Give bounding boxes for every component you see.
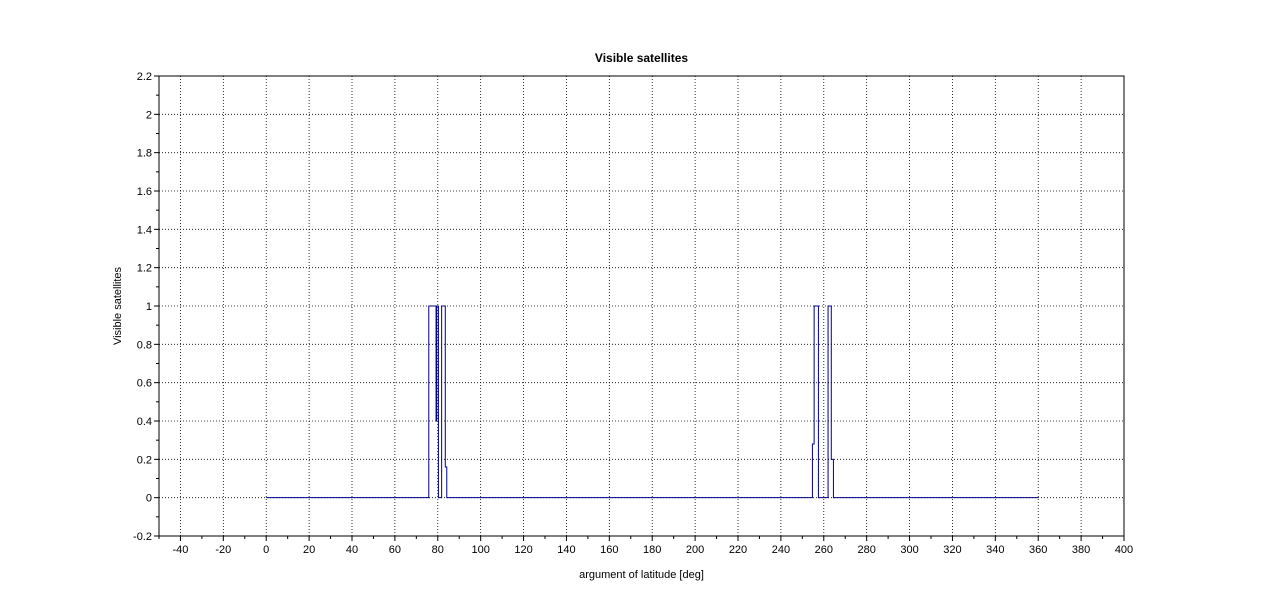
x-tick-label: 300 xyxy=(900,544,918,556)
x-tick-label: 380 xyxy=(1072,544,1090,556)
chart-title: Visible satellites xyxy=(595,51,688,65)
y-axis-label: Visible satellites xyxy=(112,266,124,345)
y-tick-label: 0.2 xyxy=(137,454,152,466)
y-tick-label: 1.6 xyxy=(137,186,152,198)
x-tick-label: 340 xyxy=(986,544,1004,556)
y-tick-label: 1.4 xyxy=(137,224,152,236)
x-tick-label: 220 xyxy=(729,544,747,556)
x-tick-label: 140 xyxy=(557,544,575,556)
x-axis-label: argument of latitude [deg] xyxy=(579,569,704,581)
series-line xyxy=(266,305,1039,499)
x-tick-label: 20 xyxy=(303,544,315,556)
x-tick-label: 240 xyxy=(772,544,790,556)
x-tick-label: 80 xyxy=(432,544,444,556)
x-tick-label: 260 xyxy=(815,544,833,556)
y-tick-label: 2.2 xyxy=(137,71,152,83)
x-tick-label: 400 xyxy=(1115,544,1133,556)
y-tick-label: 1.2 xyxy=(137,263,152,275)
y-tick-label: -0.2 xyxy=(133,531,152,543)
x-tick-label: 280 xyxy=(857,544,875,556)
y-tick-label: 0.8 xyxy=(137,339,152,351)
x-tick-label: 60 xyxy=(389,544,401,556)
tick-layer: -40 -20 0 20 40 60 80 100 120 140 160 180 200 220 240 2… xyxy=(133,71,1133,556)
y-tick-label: 0 xyxy=(146,493,152,505)
y-tick-label: 0.6 xyxy=(137,378,152,390)
x-tick-label: 200 xyxy=(686,544,704,556)
x-tick-label: -40 xyxy=(172,544,188,556)
x-tick-label: 40 xyxy=(346,544,358,556)
y-tick-label: 2 xyxy=(146,109,152,121)
series-layer xyxy=(266,305,1039,499)
x-tick-label: 180 xyxy=(643,544,661,556)
y-tick-label: 1 xyxy=(146,301,152,313)
x-tick-label: 160 xyxy=(600,544,618,556)
x-tick-label: 0 xyxy=(263,544,269,556)
y-tick-label: 1.8 xyxy=(137,148,152,160)
y-tick-label: 0.4 xyxy=(137,416,152,428)
x-tick-label: 360 xyxy=(1029,544,1047,556)
x-tick-label: 100 xyxy=(471,544,489,556)
x-tick-label: -20 xyxy=(215,544,231,556)
x-tick-label: 120 xyxy=(514,544,532,556)
x-tick-label: 320 xyxy=(943,544,961,556)
